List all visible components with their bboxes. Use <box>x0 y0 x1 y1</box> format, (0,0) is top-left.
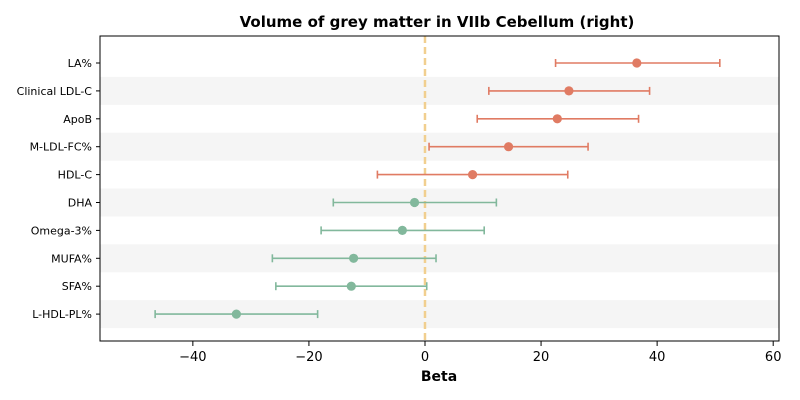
beta-point <box>552 114 562 124</box>
beta-point <box>564 86 574 96</box>
row-stripe <box>100 76 779 105</box>
x-tick-label: 40 <box>649 350 666 365</box>
beta-point <box>397 225 407 235</box>
y-tick-label: HDL-C <box>58 169 93 182</box>
x-tick-label: −20 <box>295 350 322 365</box>
beta-point <box>409 197 420 208</box>
beta-point <box>346 281 356 291</box>
y-tick-label: MUFA% <box>51 252 92 265</box>
row-stripe <box>100 244 779 273</box>
beta-point <box>231 309 241 319</box>
x-tick-label: −40 <box>179 350 206 365</box>
y-tick-label: M-LDL-FC% <box>30 141 92 154</box>
beta-point <box>467 170 478 180</box>
chart-title: Volume of grey matter in VIIb Cebellum (… <box>240 13 635 31</box>
y-tick-label: LA% <box>68 57 92 70</box>
y-tick-label: Omega-3% <box>31 224 92 237</box>
beta-point <box>503 142 514 152</box>
plot-area: −40 −20 0 20 40 60 LA% Clinical LDL-C ApoB M-LDL-… <box>17 35 782 365</box>
y-tick-label: SFA% <box>62 280 92 293</box>
beta-point <box>632 58 642 68</box>
x-axis-label: Beta <box>421 369 457 385</box>
y-tick-label: ApoB <box>63 113 92 126</box>
x-tick-label: 60 <box>765 350 782 365</box>
plot-frame <box>99 35 780 342</box>
beta-point <box>349 253 359 263</box>
x-tick-label: 0 <box>421 350 429 365</box>
y-tick-label: Clinical LDL-C <box>17 85 93 98</box>
y-tick-label: L-HDL-PL% <box>32 308 92 321</box>
x-tick-label: 20 <box>533 350 550 365</box>
y-tick-label: DHA <box>68 197 93 210</box>
